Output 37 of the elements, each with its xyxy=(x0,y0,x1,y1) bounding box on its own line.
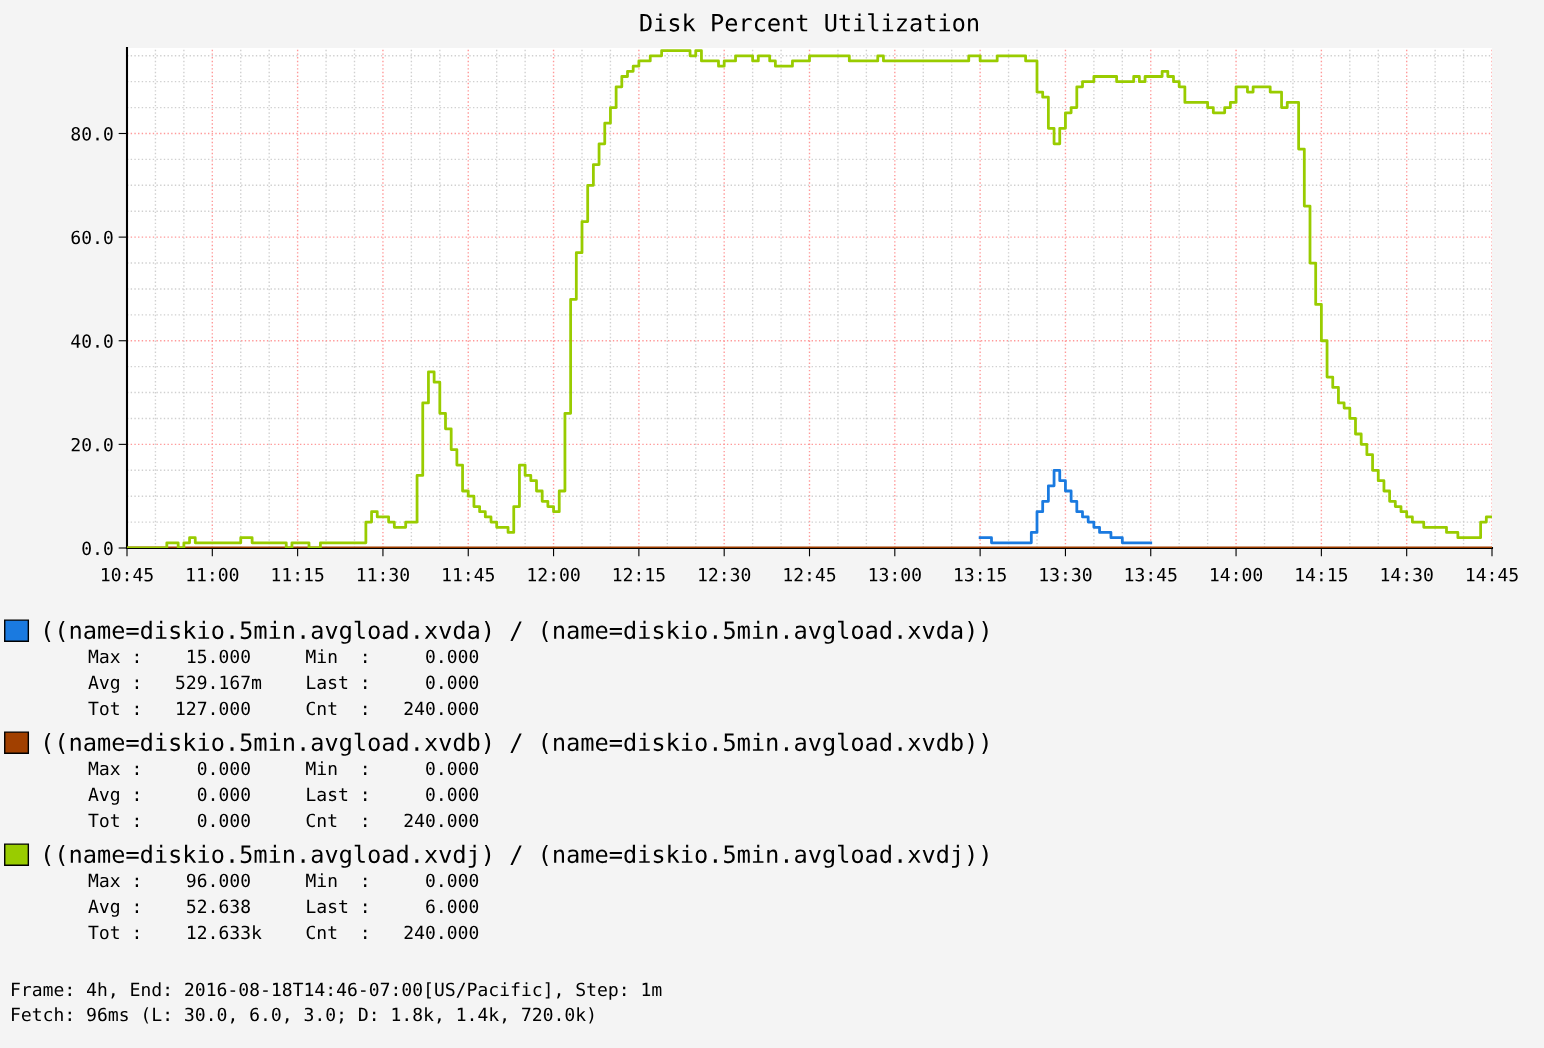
x-tick-label: 14:00 xyxy=(1211,567,1263,582)
x-tick-label: 12:00 xyxy=(528,567,580,582)
chart-title: Disk Percent Utilization xyxy=(640,13,978,32)
legend-label: ((name=diskio.5min.avgload.xvdj) / (name=diskio.5min.avgload.xvdj)) xyxy=(45,844,988,868)
x-tick-label: 11:30 xyxy=(357,567,409,582)
legend-label: ((name=diskio.5min.avgload.xvda) / (name=diskio.5min.avgload.xvda)) xyxy=(45,620,988,644)
x-tick-label: 14:45 xyxy=(1466,568,1518,582)
x-tick-label: 13:15 xyxy=(955,567,1006,582)
x-tick-label: 14:15 xyxy=(1296,568,1348,582)
x-tick-label: 13:30 xyxy=(1040,567,1092,582)
text: Tot : 0.000 Cnt : 240.000 xyxy=(88,813,479,828)
text: Avg : 529.167m Last : 0.000 xyxy=(88,675,479,693)
y-tick-label: 80.0 xyxy=(71,127,113,141)
x-tick-label: 10:45 xyxy=(101,567,153,582)
x-tick-label: 12:30 xyxy=(699,567,751,582)
y-tick-label: 20.0 xyxy=(71,437,113,452)
y-tick-label: 0.0 xyxy=(82,541,113,556)
x-tick-label: 12:15 xyxy=(613,567,665,582)
text: Max : 15.000 Min : 0.000 xyxy=(88,649,479,664)
text: Tot : 127.000 Cnt : 240.000 xyxy=(88,701,479,716)
legend-label: ((name=diskio.5min.avgload.xvdb) / (name=diskio.5min.avgload.xvdb)) xyxy=(45,732,988,756)
text: Tot : 12.633k Cnt : 240.000 xyxy=(88,925,479,940)
x-tick-label: 11:00 xyxy=(187,567,239,582)
text: Max : 0.000 Min : 0.000 xyxy=(88,761,479,776)
x-tick-label: 13:45 xyxy=(1125,567,1177,582)
x-tick-label: 13:00 xyxy=(869,567,921,582)
text: Frame: 4h, End: 2016-08-18T14:46-07:00[US/Pacific], Step: 1m xyxy=(12,982,662,1000)
y-tick-label: 60.0 xyxy=(71,230,113,245)
x-tick-label: 14:30 xyxy=(1381,567,1433,582)
y-tick-label: 40.0 xyxy=(71,334,113,348)
text: Fetch: 96ms (L: 30.0, 6.0, 3.0; D: 1.8k, 1.4k, 720.0k) xyxy=(12,1007,594,1024)
text: Avg : 52.638 Last : 6.000 xyxy=(88,899,479,917)
text: Avg : 0.000 Last : 0.000 xyxy=(88,787,479,805)
x-tick-label: 12:45 xyxy=(784,567,836,582)
x-tick-label: 11:45 xyxy=(443,568,494,582)
text: Max : 96.000 Min : 0.000 xyxy=(88,873,479,888)
x-tick-label: 11:15 xyxy=(272,568,324,582)
